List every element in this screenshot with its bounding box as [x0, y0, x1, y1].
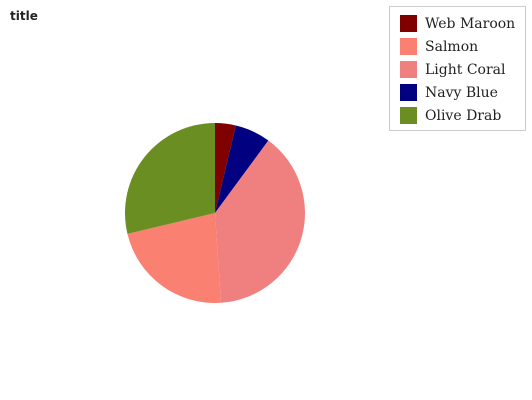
legend-item-salmon: Salmon: [390, 35, 525, 58]
legend-swatch-navy-blue: [400, 84, 417, 101]
legend-swatch-salmon: [400, 38, 417, 55]
legend-label-olive-drab: Olive Drab: [425, 107, 502, 124]
pie-slice-salmon: [127, 213, 222, 303]
legend-swatch-web-maroon: [400, 15, 417, 32]
legend-item-navy-blue: Navy Blue: [390, 81, 525, 104]
legend-swatch-olive-drab: [400, 107, 417, 124]
pie-slice-olive-drab: [125, 123, 215, 234]
pie-slices: [125, 123, 305, 303]
chart-legend: Web Maroon Salmon Light Coral Navy Blue …: [389, 6, 526, 131]
legend-label-navy-blue: Navy Blue: [425, 84, 498, 101]
pie-slice-light-coral: [215, 140, 305, 303]
pie-slice-navy-blue: [215, 125, 269, 213]
pie-slice-web-maroon: [215, 123, 236, 213]
legend-label-web-maroon: Web Maroon: [425, 15, 516, 32]
legend-item-olive-drab: Olive Drab: [390, 104, 525, 127]
legend-item-light-coral: Light Coral: [390, 58, 525, 81]
legend-item-web-maroon: Web Maroon: [390, 12, 525, 35]
legend-swatch-light-coral: [400, 61, 417, 78]
legend-label-salmon: Salmon: [425, 38, 479, 55]
legend-label-light-coral: Light Coral: [425, 61, 506, 78]
chart-title: title: [10, 9, 38, 23]
